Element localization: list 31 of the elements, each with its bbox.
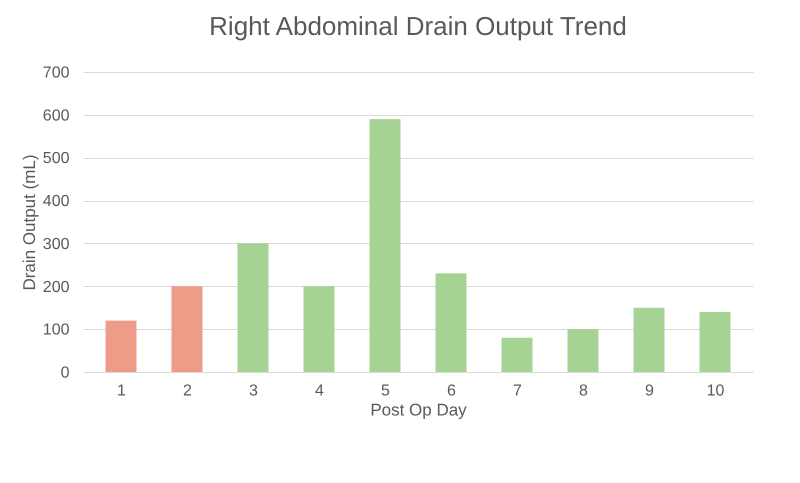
x-tick-label: 1 xyxy=(117,382,126,400)
x-tick-label: 8 xyxy=(579,382,588,400)
y-tick-label: 300 xyxy=(42,236,70,253)
bar xyxy=(304,286,334,372)
y-axis-title: Drain Output (mL) xyxy=(20,154,39,291)
x-axis-title: Post Op Day xyxy=(370,400,468,420)
y-tick-label: 0 xyxy=(60,364,70,382)
bar xyxy=(238,243,268,372)
x-tick-label: 5 xyxy=(381,382,390,400)
bar xyxy=(370,119,400,372)
y-tick-label: 200 xyxy=(42,278,70,296)
x-tick-label: 9 xyxy=(645,382,654,400)
bar xyxy=(172,286,202,372)
y-tick-label: 500 xyxy=(42,150,70,168)
chart-title: Right Abdominal Drain Output Trend xyxy=(209,11,627,41)
x-tick-label: 10 xyxy=(706,382,724,400)
x-tick-label: 7 xyxy=(513,382,522,400)
bar xyxy=(106,320,136,372)
y-tick-label: 400 xyxy=(42,193,70,210)
bar xyxy=(502,338,532,372)
bar xyxy=(436,273,466,372)
y-tick-label: 600 xyxy=(42,107,70,124)
bar xyxy=(568,329,598,372)
x-tick-label: 3 xyxy=(249,382,258,400)
bar xyxy=(634,308,664,372)
bar xyxy=(700,312,730,372)
y-tick-label: 700 xyxy=(42,64,70,82)
x-tick-label: 6 xyxy=(447,382,456,400)
x-tick-label: 2 xyxy=(183,382,192,400)
y-tick-label: 100 xyxy=(42,322,70,339)
x-tick-label: 4 xyxy=(315,382,324,400)
